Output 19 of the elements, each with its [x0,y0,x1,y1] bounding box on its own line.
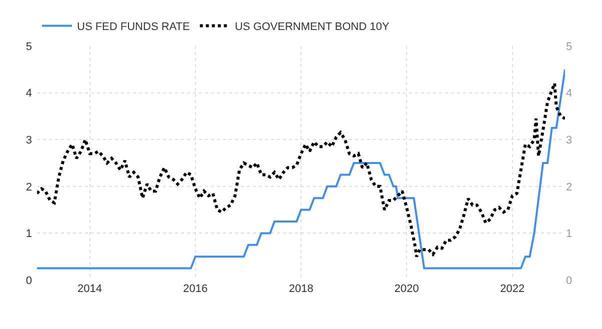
y-tick-label: 3 [26,134,32,146]
y-tick-label: 5 [26,40,32,53]
y2-tick-label: 4 [566,88,572,100]
y-tick-label: 2 [26,181,32,194]
y2-tick-label: 1 [566,228,572,240]
y2-tick-label: 0 [566,274,572,287]
y2-tick-label: 3 [566,134,572,146]
legend-label: US GOVERNMENT BOND 10Y [234,21,390,34]
x-tick-label: 2020 [394,283,419,295]
y-tick-label: 1 [26,228,32,240]
y2-tick-label: 2 [566,181,572,194]
x-tick-label: 2014 [78,283,102,295]
x-tick-label: 2022 [500,283,525,295]
x-tick-label: 2018 [288,283,314,295]
x-tick-label: 2016 [183,283,208,295]
legend-label: US FED FUNDS RATE [77,21,190,34]
y-tick-label: 0 [26,274,32,287]
y2-tick-label: 5 [566,40,572,53]
y-tick-label: 4 [26,88,32,100]
